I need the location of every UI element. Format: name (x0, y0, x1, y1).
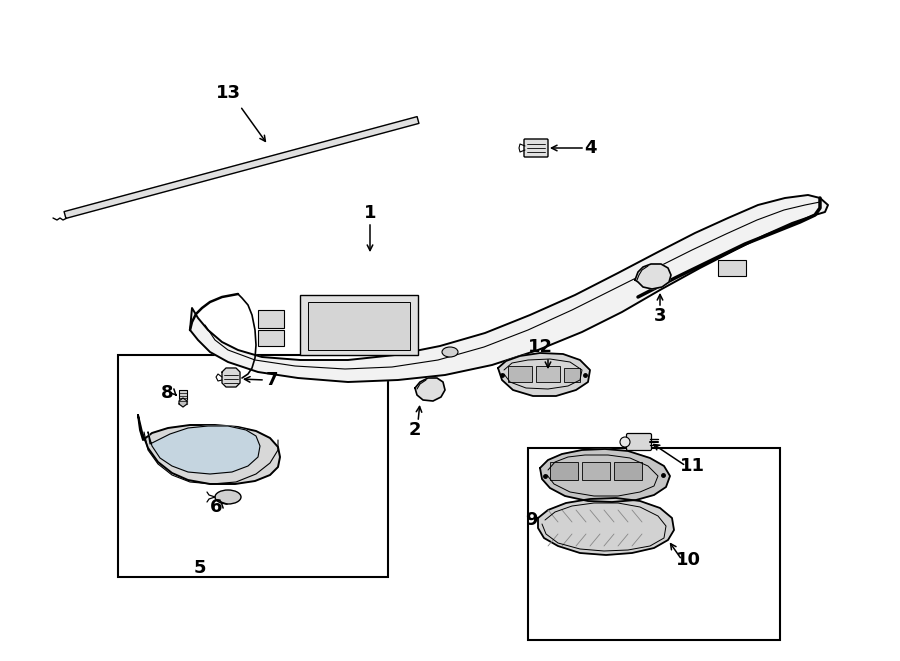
Text: 2: 2 (409, 421, 421, 439)
Ellipse shape (442, 347, 458, 357)
Bar (536, 366, 560, 382)
Bar (582, 462, 610, 480)
Text: 8: 8 (161, 384, 174, 402)
Bar (508, 366, 532, 382)
FancyBboxPatch shape (524, 139, 548, 157)
Text: 6: 6 (210, 498, 222, 516)
Polygon shape (498, 353, 590, 396)
Bar (564, 368, 580, 382)
Text: 11: 11 (680, 457, 705, 475)
Text: 10: 10 (676, 551, 700, 569)
Polygon shape (190, 195, 828, 382)
Text: 4: 4 (584, 139, 596, 157)
Polygon shape (538, 498, 674, 555)
Polygon shape (415, 378, 445, 401)
Text: 9: 9 (525, 511, 537, 529)
Text: 12: 12 (527, 338, 553, 356)
Bar (528, 448, 780, 640)
Bar (550, 462, 578, 480)
Bar (179, 390, 187, 404)
Text: 13: 13 (215, 84, 240, 102)
Polygon shape (64, 116, 418, 218)
Text: 3: 3 (653, 307, 666, 325)
Text: 1: 1 (364, 204, 376, 222)
Polygon shape (148, 426, 260, 474)
Polygon shape (138, 415, 280, 484)
Bar (258, 330, 284, 346)
Bar (118, 355, 388, 577)
Ellipse shape (215, 490, 241, 504)
Polygon shape (222, 368, 240, 387)
Bar (614, 462, 642, 480)
Circle shape (620, 437, 630, 447)
Polygon shape (635, 264, 671, 289)
Bar (718, 260, 746, 276)
Text: 7: 7 (266, 371, 278, 389)
Polygon shape (179, 398, 187, 407)
Bar (258, 310, 284, 328)
Text: 5: 5 (194, 559, 206, 577)
Polygon shape (540, 449, 670, 502)
Bar (300, 295, 418, 355)
Bar (308, 302, 410, 350)
FancyBboxPatch shape (626, 434, 652, 451)
